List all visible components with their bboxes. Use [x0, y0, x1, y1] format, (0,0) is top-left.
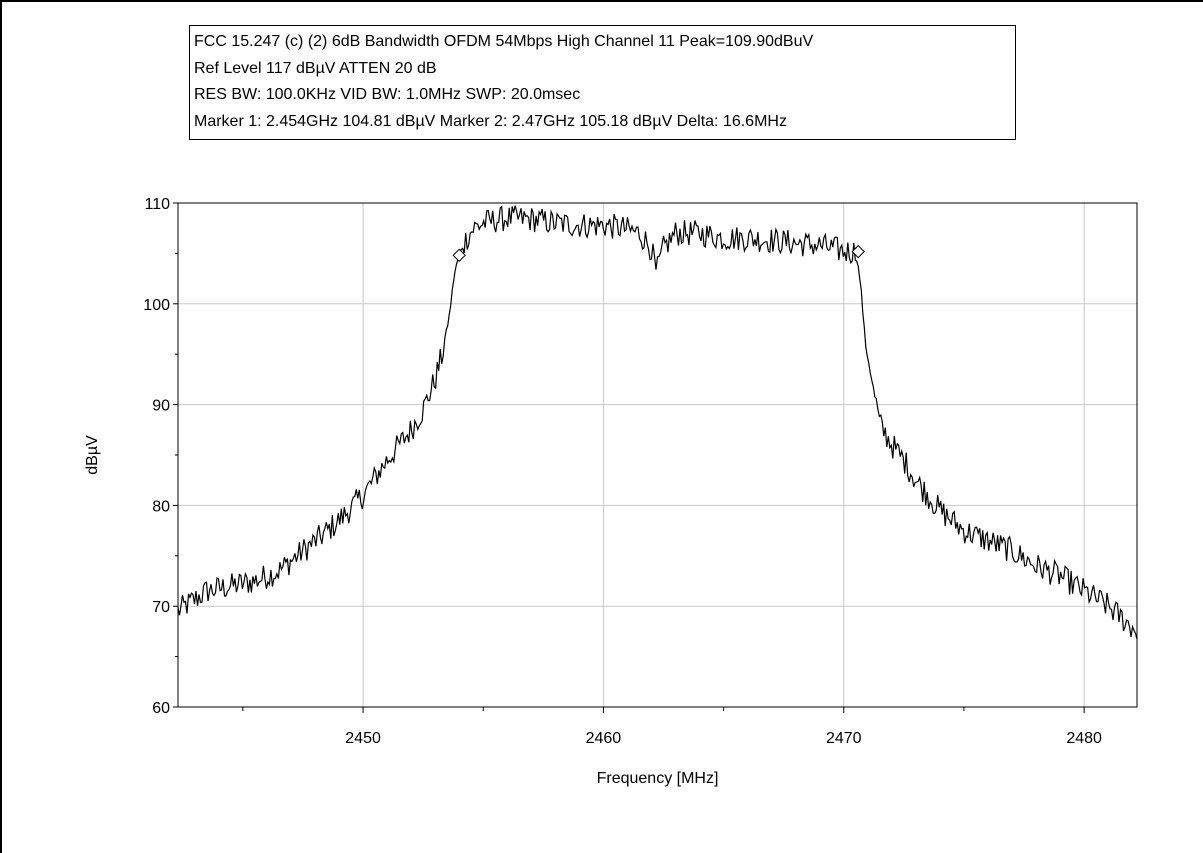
spectrum-trace	[177, 205, 1138, 640]
x-tick-label: 2450	[345, 730, 381, 747]
x-axis-label: Frequency [MHz]	[597, 770, 719, 787]
info-bandwidth-line: RES BW: 100.0KHz VID BW: 1.0MHz SWP: 20.…	[194, 86, 581, 103]
y-axis-label: dBµV	[84, 435, 101, 475]
grid	[178, 203, 1137, 707]
axis-ticks: 60 70 80 90 100 110 2450 2460 2470 2480	[143, 196, 1102, 747]
x-tick-label: 2460	[586, 730, 622, 747]
marker-2-diamond	[851, 244, 865, 259]
info-ref-level-line: Ref Level 117 dBµV ATTEN 20 dB	[194, 59, 437, 77]
x-tick-label: 2470	[826, 730, 862, 747]
plot-area-border	[177, 202, 1138, 708]
info-title-line: FCC 15.247 (c) (2) 6dB Bandwidth OFDM 54…	[194, 33, 814, 50]
y-tick-label: 90	[152, 398, 170, 415]
x-tick-label: 2480	[1066, 730, 1102, 747]
y-tick-label: 70	[152, 599, 170, 616]
y-tick-label: 80	[152, 498, 170, 515]
y-tick-label: 100	[143, 297, 170, 314]
markers	[452, 244, 865, 263]
y-tick-label: 110	[144, 196, 170, 213]
y-tick-label: 60	[152, 700, 170, 717]
measurement-info-box: FCC 15.247 (c) (2) 6dB Bandwidth OFDM 54…	[189, 25, 1016, 140]
info-markers-line: Marker 1: 2.454GHz 104.81 dBµV Marker 2:…	[194, 112, 787, 130]
marker-1-diamond	[452, 248, 466, 263]
